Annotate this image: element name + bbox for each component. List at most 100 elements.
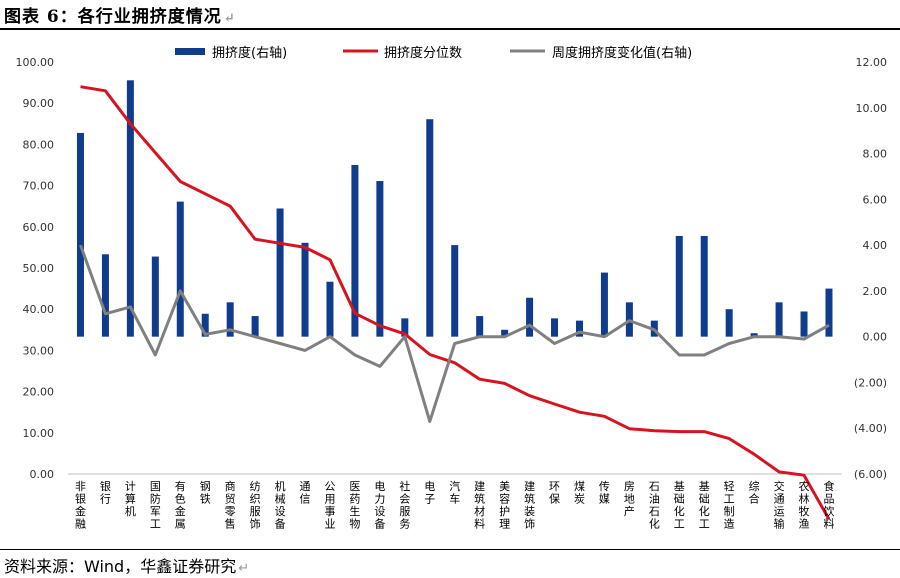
- bar-crowding: [326, 281, 334, 337]
- left-tick-label: 10.00: [23, 427, 55, 440]
- category-label: 石油石化: [649, 480, 660, 531]
- category-label: 环保: [549, 480, 560, 506]
- legend: 拥挤度(右轴) 拥挤度分位数 周度拥挤度变化值(右轴): [175, 45, 692, 61]
- right-tick-label: 12.00: [856, 56, 888, 69]
- category-labels: 非银金融 银行 计算机 国防军工 有色金属 钢铁 商贸零售 纺织服饰 机械设备 通信 公用事业 医药生…: [75, 479, 834, 531]
- line-crowding-percentile: [80, 85, 831, 521]
- category-label: 计算机: [125, 480, 136, 518]
- return-mark-icon: ↵: [238, 561, 250, 576]
- bar-crowding: [476, 316, 484, 337]
- bar-crowding: [600, 272, 608, 337]
- bar-crowding: [126, 80, 134, 337]
- category-label: 传媒: [599, 480, 610, 506]
- left-tick-label: 50.00: [23, 262, 55, 275]
- bar-crowding: [426, 119, 434, 337]
- bar-crowding: [151, 256, 159, 337]
- right-tick-label: (6.00): [854, 468, 887, 481]
- title-divider: [0, 28, 900, 30]
- bar-crowding: [176, 201, 184, 337]
- left-tick-label: 20.00: [23, 386, 55, 399]
- right-tick-label: (2.00): [854, 376, 887, 389]
- left-tick-label: 30.00: [23, 344, 55, 357]
- chart-title: 图表 6：各行业拥挤度情况 ↵: [4, 7, 236, 27]
- category-label: 基础化工: [699, 480, 710, 531]
- left-tick-label: 60.00: [23, 221, 55, 234]
- left-tick-label: 70.00: [23, 180, 55, 193]
- bar-crowding: [76, 132, 84, 337]
- category-label: 电力设备: [374, 480, 385, 531]
- category-label: 房地产: [624, 480, 635, 518]
- category-label: 社会服务: [399, 479, 410, 531]
- right-tick-label: 6.00: [863, 193, 888, 206]
- bar-crowding: [675, 235, 683, 337]
- category-label: 银行: [100, 479, 111, 506]
- right-tick-label: (4.00): [854, 422, 887, 435]
- category-label: 农林牧渔: [799, 479, 810, 531]
- category-label: 汽车: [449, 479, 460, 506]
- right-tick-label: 10.00: [856, 102, 888, 115]
- bar-crowding: [526, 297, 534, 337]
- left-tick-label: 80.00: [23, 138, 55, 151]
- category-label: 纺织服饰: [250, 479, 261, 531]
- category-label: 机械设备: [275, 479, 286, 531]
- legend-label-pct-line: 拥挤度分位数: [384, 45, 462, 61]
- bar-crowding: [750, 333, 758, 337]
- bar-crowding: [775, 302, 783, 337]
- category-label: 有色金属: [175, 479, 186, 531]
- bar-crowding: [800, 311, 808, 337]
- right-tick-label: 0.00: [863, 331, 888, 344]
- category-label: 建筑材料: [474, 479, 485, 531]
- category-label: 钢铁: [200, 480, 211, 506]
- category-label: 基础化工: [674, 480, 685, 531]
- line-series: [79, 85, 831, 521]
- category-label: 美容护理: [499, 480, 510, 531]
- right-tick-label: 8.00: [863, 148, 888, 161]
- return-mark-icon: ↵: [223, 11, 236, 26]
- right-tick-label: 4.00: [863, 239, 888, 252]
- bar-crowding: [351, 165, 359, 337]
- category-label: 非银金融: [75, 480, 86, 531]
- category-label: 煤炭: [574, 480, 585, 506]
- bar-crowding: [575, 320, 583, 337]
- category-label: 电子: [424, 480, 435, 506]
- legend-swatch-bar: [175, 48, 205, 55]
- bar-crowding: [725, 309, 733, 337]
- right-tick-label: 2.00: [863, 285, 888, 298]
- bar-crowding: [201, 313, 209, 337]
- bar-crowding: [101, 254, 109, 337]
- category-label: 国防军工: [150, 480, 161, 531]
- bar-crowding: [226, 302, 234, 337]
- category-label: 综合: [749, 479, 760, 506]
- legend-label-chg-line: 周度拥挤度变化值(右轴): [552, 45, 692, 61]
- category-label: 通信: [300, 480, 311, 506]
- left-tick-label: 100.00: [16, 56, 55, 69]
- bar-crowding: [825, 288, 833, 337]
- left-tick-label: 0.00: [30, 468, 55, 481]
- bar-crowding: [451, 245, 459, 337]
- category-label: 轻工制造: [724, 479, 735, 531]
- category-label: 食品饮料: [823, 479, 834, 531]
- bar-crowding: [301, 242, 309, 337]
- category-label: 建筑装饰: [524, 479, 535, 531]
- bar-crowding: [376, 181, 384, 337]
- right-axis: (6.00) (4.00) (2.00) 0.00 2.00 4.00 6.00 8.00 10…: [854, 56, 887, 481]
- line-weekly-change: [79, 244, 830, 423]
- left-tick-label: 40.00: [23, 303, 55, 316]
- category-label: 商贸零售: [225, 479, 236, 531]
- source-divider: [0, 549, 900, 550]
- bar-crowding: [551, 318, 559, 337]
- bar-crowding: [251, 316, 259, 337]
- source-note: 资料来源：Wind，华鑫证券研究 ↵: [4, 557, 250, 576]
- bar-crowding: [501, 329, 509, 337]
- category-label: 医药生物: [349, 480, 360, 531]
- bar-series: [76, 80, 833, 337]
- left-axis: 0.00 10.00 20.00 30.00 40.00 50.00 60.00 70.00 8…: [16, 56, 842, 481]
- category-label: 交通运输: [774, 479, 785, 531]
- chart-canvas: 0.00 10.00 20.00 30.00 40.00 50.00 60.00 70.00 8…: [16, 45, 888, 531]
- category-label: 公用事业: [324, 480, 335, 531]
- bar-crowding: [276, 208, 284, 337]
- left-tick-label: 90.00: [23, 97, 55, 110]
- bar-crowding: [401, 318, 409, 337]
- legend-label-bar: 拥挤度(右轴): [212, 45, 287, 61]
- bar-crowding: [700, 235, 708, 337]
